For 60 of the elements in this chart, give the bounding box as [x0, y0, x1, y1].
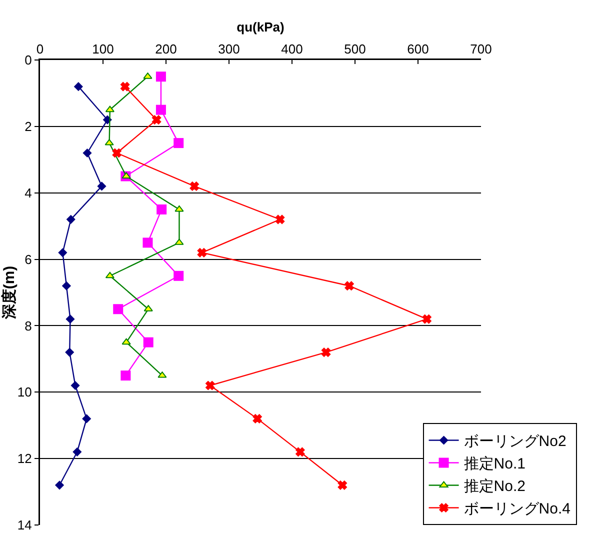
x-tick-label: 400 — [281, 41, 303, 56]
point — [62, 281, 72, 290]
point — [120, 82, 130, 92]
x-tick-label: 700 — [470, 41, 492, 56]
point — [82, 148, 92, 158]
x-tick-label: 100 — [92, 41, 114, 56]
y-tick-label: 12 — [17, 451, 32, 466]
x-axis-title: qu(kPa) — [236, 20, 284, 34]
point — [156, 72, 166, 82]
point — [66, 214, 76, 224]
point — [422, 314, 432, 324]
x-tick-label: 200 — [155, 41, 177, 56]
point — [112, 148, 122, 158]
point — [66, 314, 75, 324]
point — [143, 337, 154, 348]
point — [72, 447, 82, 456]
point — [70, 380, 80, 390]
x-tick-label: 600 — [407, 41, 429, 56]
point — [296, 447, 305, 456]
point — [65, 348, 74, 357]
point — [275, 214, 285, 224]
point — [252, 414, 262, 424]
point — [338, 480, 347, 490]
legend-label: ボーリングNo2 — [464, 433, 566, 450]
point — [105, 272, 114, 278]
point — [152, 115, 162, 124]
point — [156, 204, 167, 214]
x-tick-label: 300 — [218, 41, 240, 56]
y-tick-label: 4 — [24, 185, 32, 200]
y-tick-label: 10 — [17, 384, 32, 400]
point — [113, 304, 124, 314]
point — [197, 248, 206, 258]
y-tick-label: 0 — [24, 52, 32, 68]
point — [190, 182, 199, 191]
y-tick-label: 6 — [24, 252, 32, 267]
point — [174, 205, 184, 212]
legend-label: ボーリングNo.4 — [464, 500, 570, 518]
legend-label: 推定No.1 — [464, 456, 526, 473]
point — [74, 82, 83, 92]
point — [82, 414, 92, 424]
legend-label: 推定No.2 — [464, 478, 526, 496]
y-tick-label: 14 — [17, 518, 32, 533]
point — [206, 380, 215, 390]
y-tick-label: 2 — [24, 118, 32, 134]
y-tick-label: 8 — [24, 318, 32, 334]
point — [344, 281, 354, 290]
point — [142, 238, 153, 248]
point — [120, 370, 131, 381]
point — [58, 248, 68, 258]
point — [174, 138, 184, 148]
point — [105, 106, 114, 112]
point — [156, 104, 166, 115]
point — [54, 480, 64, 490]
point — [122, 338, 131, 345]
point — [97, 182, 106, 191]
y-axis-title: 深度(m) — [0, 266, 18, 320]
point — [174, 270, 184, 281]
x-tick-label: 0 — [36, 41, 44, 56]
x-tick-label: 500 — [344, 41, 366, 56]
point — [321, 348, 331, 357]
